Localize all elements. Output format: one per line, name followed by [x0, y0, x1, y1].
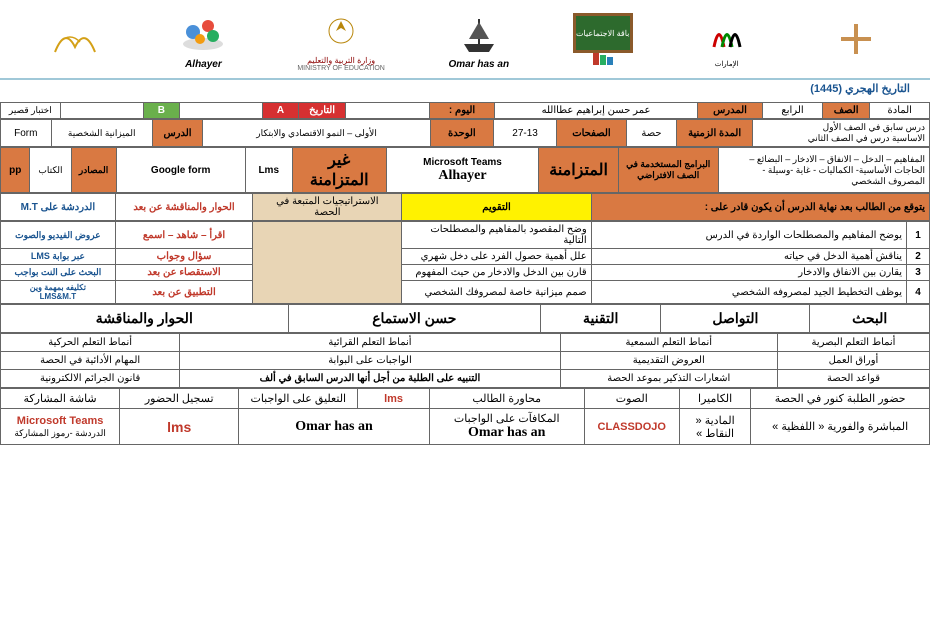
sources-label: المصادر [71, 148, 116, 193]
omar-text: Omar has an [448, 59, 509, 70]
blank-1 [60, 103, 143, 119]
section-listen: حسن الاستماع [288, 305, 541, 333]
duration-value: حصة [626, 120, 677, 147]
gform-text: Google form [116, 148, 245, 193]
objectives-header: يتوقع من الطالب بعد نهاية الدرس أن يكون … [0, 193, 930, 221]
grade-value: الرابع [763, 103, 823, 119]
logo-special [821, 14, 891, 64]
book-label: الكتاب [30, 148, 71, 193]
chat-label: الدردشة على M.T [1, 194, 116, 221]
unit-value: الأولى – النمو الاقتصادي والابتكار [203, 120, 431, 147]
platforms-row: المفاهيم – الدخل – الانفاق – الادخار – ا… [0, 147, 930, 193]
info-row-1: المادة الصف الرابع المدرس عمر حسن إبراهي… [0, 102, 930, 119]
objective-row: 1 يوضح المفاهيم والمصطلحات الواردة في ال… [1, 222, 930, 249]
sound-label: الصوت [584, 389, 679, 409]
async-label: غير المتزامنة [292, 148, 386, 193]
logo-flag: الإمارات [692, 10, 762, 68]
logo-ministry: وزارة التربية والتعليم MINISTRY OF EDUCA… [297, 6, 385, 72]
objective-row: 2 يناقش أهمية الدخل في حياته علل أهمية ح… [1, 249, 930, 265]
alhayer-text: Alhayer [185, 59, 222, 70]
pages-label: الصفحات [557, 120, 627, 147]
teacher-value: عمر حسن إبراهيم عطاالله [495, 103, 697, 119]
objective-row: 4 يوظف التخطيط الجيد لمصروفه الشخصي صمم … [1, 281, 930, 304]
camera-label: الكاميرا [679, 389, 750, 409]
bottom-table: حضور الطلبة كنور في الحصة الكاميرا الصوت… [0, 388, 930, 445]
section-tech: التقنية [541, 305, 661, 333]
discuss-label: الحوار والمناقشة عن بعد [115, 194, 253, 221]
omar-sig: Omar has an [295, 419, 373, 434]
expect-label: يتوقع من الطالب بعد نهاية الدرس أن يكون … [591, 194, 929, 221]
sync-label: المتزامنة [539, 148, 618, 193]
lms-1: lms [358, 389, 429, 409]
camera-value: المادية « النقاط » [679, 409, 750, 445]
attendance-label: حضور الطلبة كنور في الحصة [751, 389, 930, 409]
learning-styles: أنماط التعلم البصرية أنماط التعلم السمعي… [0, 333, 930, 388]
prev-lesson: درس سابق في الصف الأول الاساسية درس في ا… [753, 120, 930, 147]
programs-label: البرامج المستخدمة في الصف الافتراضي [618, 148, 718, 193]
objectives-table: 1 يوضح المفاهيم والمصطلحات الواردة في ال… [0, 221, 930, 304]
teacher-label: المدرس [697, 103, 763, 119]
header-logos: الإمارات باقة الاجتماعيات Omar has an وز… [0, 0, 930, 80]
screen-label: شاشة المشاركة [1, 389, 120, 409]
attendance-value: المباشرة والفورية « اللفظية » [751, 409, 930, 445]
duration-label: المدة الزمنية [677, 120, 753, 147]
eval-label: التقويم [402, 194, 591, 221]
hijri-date: التاريخ الهجري (1445) [810, 82, 910, 95]
test-label: اختبار قصير [1, 103, 61, 119]
grade-label: الصف [822, 103, 870, 119]
unit-label: الوحدة [430, 120, 493, 147]
info-row-2: درس سابق في الصف الأول الاساسية درس في ا… [0, 119, 930, 147]
budget-label: الميزانية الشخصية [51, 120, 152, 147]
section-discuss: الحوار والمناقشة [1, 305, 289, 333]
objective-row: 3 يقارن بين الانفاق والادخار قارن بين ال… [1, 265, 930, 281]
concepts: المفاهيم – الدخل – الانفاق – الادخار – ا… [718, 148, 929, 193]
lesson-label: الدرس [152, 120, 203, 147]
lms-2: lms [120, 409, 239, 445]
date-label: التاريخ [298, 103, 346, 119]
comment-label: التعليق على الواجبات [239, 389, 358, 409]
sections-row: البحث التواصل التقنية حسن الاستماع الحوا… [0, 304, 930, 333]
section-comm: التواصل [661, 305, 810, 333]
classdojo: CLASSDOJO [584, 409, 679, 445]
register-label: تسجيل الحضور [120, 389, 239, 409]
subject-label: المادة [870, 103, 930, 119]
dialog-label: محاورة الطالب [429, 389, 584, 409]
teams-text: Microsoft Teams [423, 157, 502, 168]
section-research: البحث [810, 305, 930, 333]
pages-value: 27-13 [493, 120, 556, 147]
lms-text: Lms [245, 148, 292, 193]
date-gap [179, 103, 262, 119]
cell-a: A [263, 103, 299, 119]
logo-calligraphy [40, 14, 110, 64]
day-label: اليوم : [429, 103, 495, 119]
logo-board: باقة الاجتماعيات [573, 13, 633, 65]
logo-globe: Alhayer [168, 9, 238, 70]
pp-label: pp [1, 148, 30, 193]
logo-ship: Omar has an [444, 9, 514, 70]
day-value [346, 103, 429, 119]
alhayer-sig: Alhayer [438, 168, 486, 183]
cell-b: B [144, 103, 180, 119]
strat-label: الاستراتيجيات المتبعة في الحصة [253, 194, 402, 221]
form-label: Form [1, 120, 52, 147]
teams-2: Microsoft Teams [17, 415, 104, 427]
